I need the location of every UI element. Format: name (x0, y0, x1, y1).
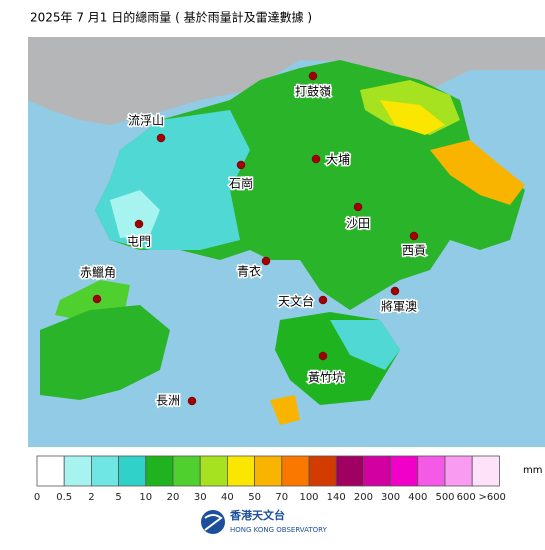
station-label: 將軍澳 (381, 299, 417, 314)
legend-label: 400 (408, 492, 427, 503)
station-dot (156, 133, 166, 143)
map (28, 37, 545, 447)
station-dot (390, 286, 400, 296)
legend-swatch (172, 455, 201, 487)
legend-label: 500 (435, 492, 454, 503)
station-label: 打鼓嶺 (295, 85, 331, 99)
title: 2025年 7 月1 日的總雨量 ( 基於雨量計及雷達數據 ) (30, 10, 312, 25)
legend-swatch (226, 455, 255, 487)
legend-label: 140 (327, 492, 346, 503)
legend-swatch (281, 455, 310, 487)
legend-label: 100 (299, 492, 318, 503)
station-label: 沙田 (346, 217, 370, 231)
station-dot (318, 295, 328, 305)
station-label: 天文台 (278, 294, 314, 309)
legend-label: 200 (354, 492, 373, 503)
legend-label: >600 (478, 492, 505, 503)
station-dot (353, 202, 363, 212)
station-dot (92, 294, 102, 304)
station-dot (261, 256, 271, 266)
station-label: 西貢 (402, 244, 426, 258)
legend-label: 40 (221, 492, 234, 503)
legend-label: 50 (248, 492, 261, 503)
legend-label: 0.5 (56, 492, 72, 503)
station-label: 青衣 (237, 264, 261, 279)
legend-swatch (390, 455, 419, 487)
station-label: 赤鱲角 (80, 266, 116, 280)
legend-label: 0 (34, 492, 40, 503)
legend-swatch (362, 455, 391, 487)
legend-label: 300 (381, 492, 400, 503)
station-dot (134, 219, 144, 229)
legend-swatch (471, 455, 500, 487)
legend-swatch (335, 455, 364, 487)
station-dot (311, 154, 321, 164)
legend-swatch (63, 455, 92, 487)
legend-swatch (145, 455, 174, 487)
station-label: 石崗 (229, 177, 253, 191)
legend-swatch (36, 455, 65, 487)
station-dot (409, 231, 419, 241)
station-label: 長洲 (156, 394, 180, 408)
legend-label: 10 (139, 492, 152, 503)
legend-unit: mm (523, 465, 542, 476)
station-dot (236, 160, 246, 170)
legend-label: 30 (194, 492, 207, 503)
legend-swatch (199, 455, 228, 487)
legend-swatch (444, 455, 473, 487)
station-label: 屯門 (127, 235, 151, 249)
station-label: 黃竹坑 (308, 370, 344, 385)
station-label: 流浮山 (128, 114, 164, 128)
logo: 香港天文台 HONG KONG OBSERVATORY (201, 508, 328, 534)
logo-name: 香港天文台 (229, 508, 285, 522)
station-dot (187, 396, 197, 406)
legend-swatch (91, 455, 120, 487)
legend-swatch (254, 455, 283, 487)
legend-label: 70 (275, 492, 288, 503)
legend-swatch (308, 455, 337, 487)
station-dot (318, 351, 328, 361)
legend-label: 20 (167, 492, 180, 503)
station-label: 大埔 (326, 153, 350, 167)
legend-label: 5 (115, 492, 121, 503)
logo-name-en: HONG KONG OBSERVATORY (230, 526, 328, 534)
legend-swatch (118, 455, 147, 487)
legend-label: 600 (457, 492, 476, 503)
station-dot (308, 71, 318, 81)
legend-label: 2 (88, 492, 94, 503)
legend-swatch (417, 455, 446, 487)
